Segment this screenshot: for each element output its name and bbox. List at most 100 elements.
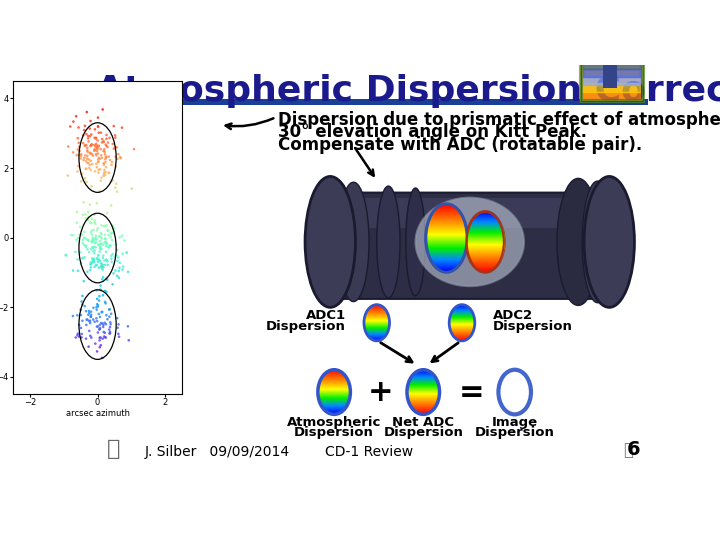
Point [104, 305, 115, 314]
Point [85, 312, 96, 321]
Point [99, 145, 110, 153]
Point [95, 281, 107, 290]
Point [107, 223, 119, 232]
Point [91, 255, 103, 264]
Point [101, 221, 112, 230]
Point [107, 140, 119, 149]
Point [84, 307, 95, 315]
Text: +: + [368, 377, 393, 407]
Point [87, 233, 99, 242]
Point [87, 244, 99, 252]
Point [72, 267, 84, 275]
Point [104, 323, 116, 332]
Point [86, 237, 98, 245]
Point [97, 291, 109, 300]
Point [96, 151, 107, 160]
Point [82, 207, 94, 216]
Point [84, 327, 95, 335]
Point [105, 309, 117, 318]
Point [81, 235, 92, 244]
Ellipse shape [406, 188, 426, 296]
Point [91, 254, 103, 262]
Point [102, 261, 114, 269]
Text: Dispersion: Dispersion [383, 427, 463, 440]
Point [112, 256, 123, 265]
Point [71, 311, 83, 320]
Point [88, 256, 99, 265]
Point [92, 136, 104, 145]
Point [105, 178, 117, 186]
Point [99, 260, 111, 269]
Point [77, 239, 89, 247]
Point [78, 156, 89, 164]
Point [89, 133, 100, 142]
Point [121, 248, 132, 257]
Point [103, 243, 114, 252]
Point [113, 267, 125, 275]
Point [94, 325, 105, 334]
Text: Dispersion: Dispersion [266, 320, 346, 333]
Point [84, 266, 96, 274]
Point [96, 308, 107, 316]
Point [98, 169, 109, 178]
Point [81, 159, 93, 167]
Point [84, 218, 96, 227]
Point [89, 140, 100, 149]
Point [76, 170, 88, 178]
Point [104, 233, 116, 242]
Point [79, 151, 91, 160]
Point [101, 131, 112, 139]
Point [99, 287, 111, 295]
Point [91, 300, 103, 308]
Point [100, 168, 112, 177]
Point [96, 134, 108, 143]
Point [98, 160, 109, 169]
Point [99, 150, 111, 159]
Point [73, 162, 84, 171]
Point [67, 312, 78, 320]
Point [91, 294, 103, 303]
Text: ADC2: ADC2 [493, 308, 533, 321]
Bar [603, 56, 617, 88]
Point [91, 286, 102, 295]
Point [100, 140, 112, 149]
Ellipse shape [338, 182, 369, 301]
Point [89, 249, 100, 258]
Point [83, 159, 94, 167]
Point [110, 179, 122, 188]
Point [104, 133, 115, 142]
Point [106, 252, 117, 260]
Point [94, 244, 106, 252]
Point [95, 240, 107, 249]
Point [79, 253, 91, 261]
Point [86, 214, 97, 223]
Point [84, 161, 96, 170]
Point [89, 339, 101, 348]
Point [98, 263, 109, 272]
Point [98, 138, 109, 146]
Point [89, 262, 100, 271]
Text: Dispersion: Dispersion [493, 320, 573, 333]
Point [82, 216, 94, 225]
Point [85, 117, 96, 125]
Point [94, 187, 105, 195]
Point [71, 167, 83, 176]
Point [94, 292, 105, 301]
Point [92, 251, 104, 260]
Point [97, 251, 109, 260]
Point [92, 149, 104, 158]
Point [89, 258, 100, 266]
Point [88, 254, 99, 263]
Point [82, 132, 94, 140]
Point [104, 325, 115, 334]
Point [90, 243, 102, 252]
Point [89, 318, 100, 326]
Text: 🗿: 🗿 [107, 439, 120, 459]
Point [95, 229, 107, 238]
Point [75, 154, 86, 163]
Point [71, 112, 82, 120]
X-axis label: arcsec azimuth: arcsec azimuth [66, 409, 130, 418]
Point [85, 166, 96, 174]
Point [84, 316, 95, 325]
Point [78, 276, 89, 285]
